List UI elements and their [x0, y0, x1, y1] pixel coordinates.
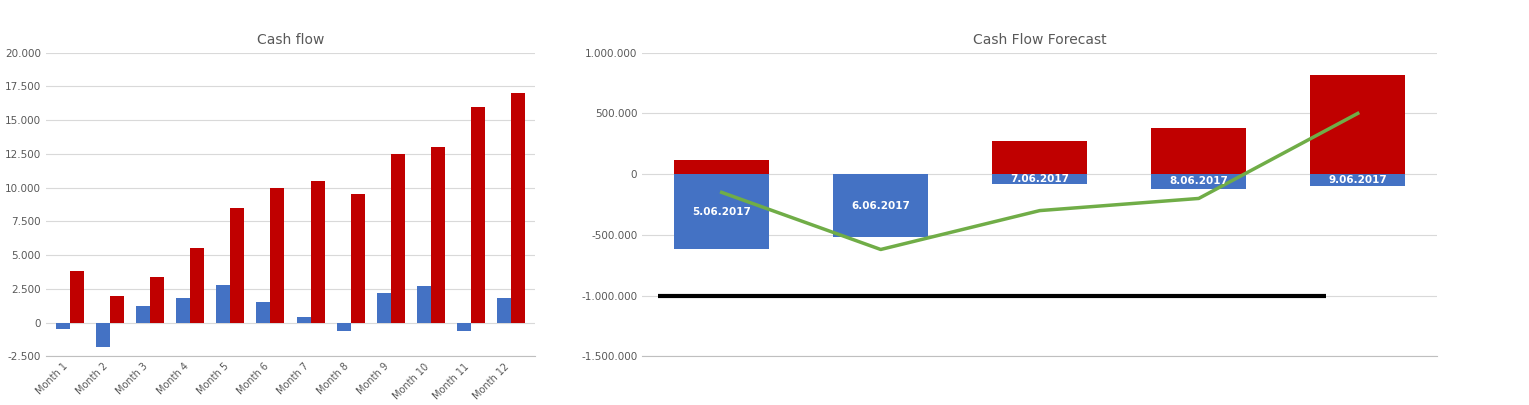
- Text: 7.06.2017: 7.06.2017: [1011, 174, 1069, 184]
- Bar: [310, 181, 324, 323]
- Bar: [674, 174, 769, 249]
- Bar: [176, 298, 190, 323]
- Text: 5.06.2017: 5.06.2017: [693, 207, 751, 217]
- Forecasted Balance: [1190, 196, 1208, 201]
- Bar: [271, 188, 284, 323]
- Bar: [57, 323, 70, 329]
- Bar: [257, 303, 271, 323]
- Bar: [1151, 174, 1246, 189]
- Bar: [1310, 75, 1405, 174]
- Line: Forecasted Balance: Forecasted Balance: [722, 113, 1358, 249]
- Text: 9.06.2017: 9.06.2017: [1329, 175, 1387, 185]
- Bar: [1310, 174, 1405, 186]
- Bar: [457, 323, 471, 331]
- Bar: [110, 296, 124, 323]
- Bar: [417, 286, 431, 323]
- Bar: [471, 107, 485, 323]
- Bar: [376, 293, 391, 323]
- Bar: [497, 298, 511, 323]
- Bar: [231, 208, 245, 323]
- Forecasted Balance: [1349, 111, 1367, 116]
- Bar: [136, 307, 150, 323]
- Bar: [391, 154, 405, 323]
- Bar: [150, 277, 164, 323]
- Text: 8.06.2017: 8.06.2017: [1170, 177, 1228, 186]
- Title: Cash flow: Cash flow: [257, 33, 324, 47]
- Bar: [992, 141, 1087, 174]
- Forecasted Balance: [713, 190, 731, 195]
- Bar: [674, 160, 769, 174]
- Bar: [350, 194, 365, 323]
- Bar: [216, 285, 231, 323]
- Forecasted Balance: [872, 247, 890, 252]
- Bar: [96, 323, 110, 347]
- Bar: [297, 317, 310, 323]
- Title: Cash Flow Forecast: Cash Flow Forecast: [972, 33, 1107, 47]
- Bar: [833, 174, 928, 237]
- Bar: [431, 147, 445, 323]
- Bar: [511, 93, 524, 323]
- Bar: [992, 174, 1087, 184]
- Forecasted Balance: [1031, 208, 1049, 213]
- Bar: [1151, 128, 1246, 174]
- Bar: [336, 323, 350, 331]
- Bar: [190, 248, 205, 323]
- Text: 6.06.2017: 6.06.2017: [852, 201, 910, 211]
- Bar: [70, 271, 84, 323]
